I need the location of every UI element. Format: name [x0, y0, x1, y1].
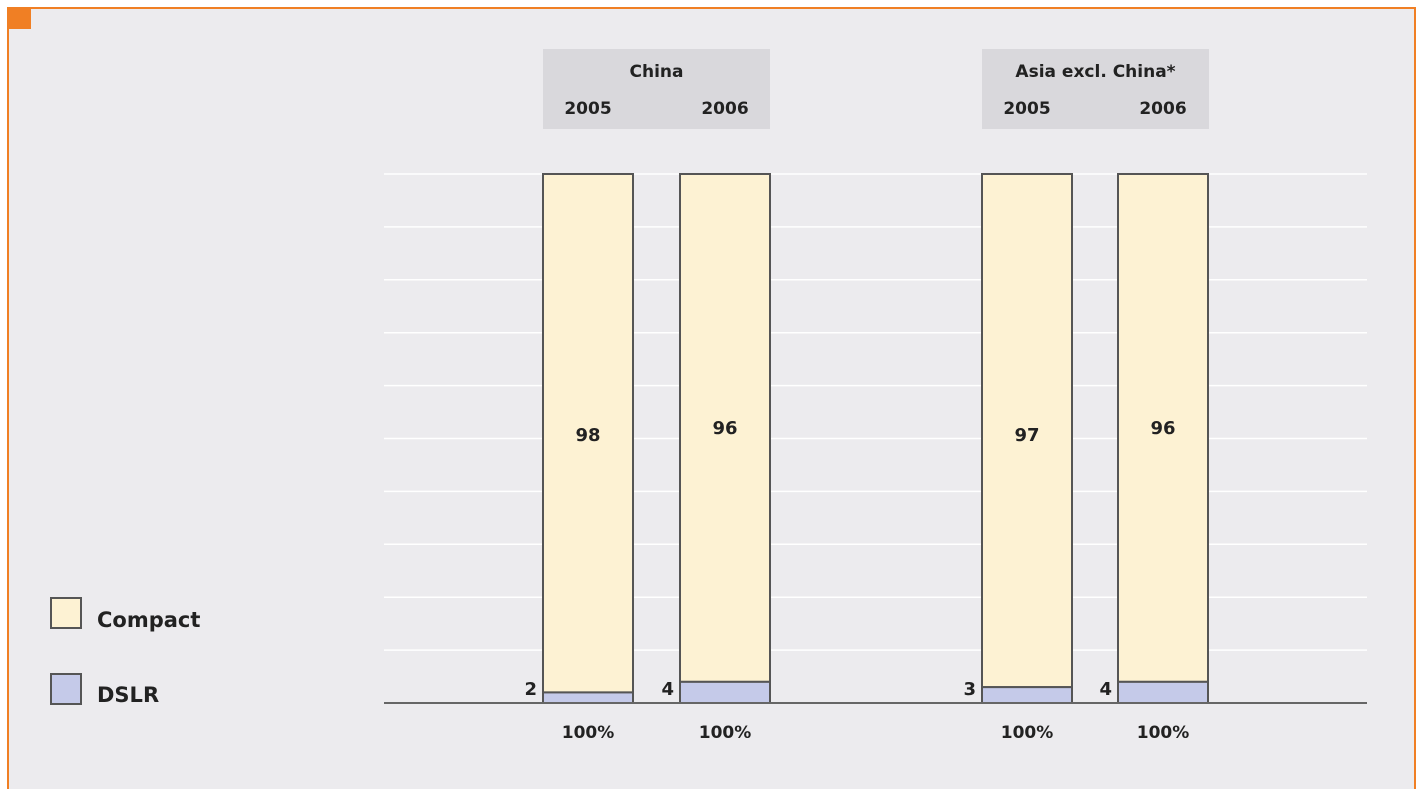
group-header-box	[982, 49, 1209, 129]
value-label-dslr: 4	[1099, 679, 1112, 700]
value-label-dslr: 3	[963, 679, 976, 700]
value-label-compact: 98	[575, 425, 600, 446]
value-label-compact: 96	[712, 418, 737, 439]
legend-swatch-dslr	[50, 673, 82, 705]
bar-compact	[542, 173, 634, 694]
legend-label-compact: Compact	[97, 608, 200, 632]
total-label: 100%	[562, 723, 615, 743]
bar-compact	[981, 173, 1073, 689]
bar-dslr	[981, 686, 1073, 705]
corner-accent	[7, 7, 31, 29]
bar-dslr	[1117, 680, 1209, 705]
category-label: 2005	[564, 99, 611, 119]
value-label-dslr: 2	[524, 679, 537, 700]
category-label: 2005	[1003, 99, 1050, 119]
legend-swatch-compact	[50, 597, 82, 629]
value-label-compact: 96	[1150, 418, 1175, 439]
value-label-compact: 97	[1014, 425, 1039, 446]
total-label: 100%	[699, 723, 752, 743]
group-label: China	[630, 62, 684, 82]
total-label: 100%	[1001, 723, 1054, 743]
legend-label-dslr: DSLR	[97, 683, 159, 707]
bar-dslr	[679, 680, 771, 705]
bar-dslr	[542, 691, 634, 704]
category-label: 2006	[1139, 99, 1186, 119]
group-header-box	[543, 49, 770, 129]
value-label-dslr: 4	[661, 679, 674, 700]
total-label: 100%	[1137, 723, 1190, 743]
group-label: Asia excl. China*	[1015, 62, 1175, 82]
category-label: 2006	[701, 99, 748, 119]
